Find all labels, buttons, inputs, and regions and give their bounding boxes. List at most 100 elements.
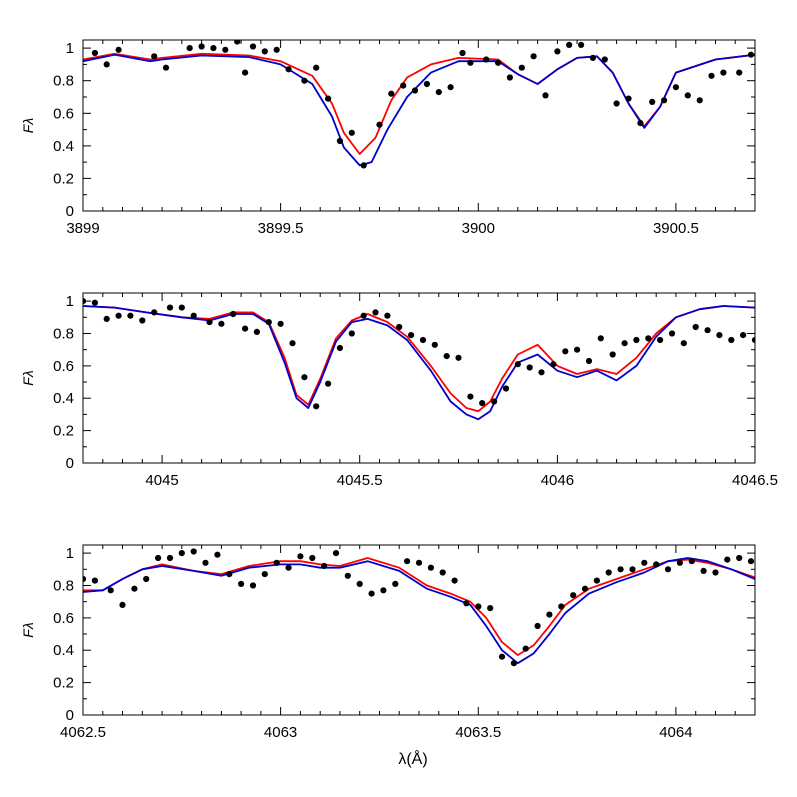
observed-point xyxy=(455,354,462,361)
x-tick-label: 3900 xyxy=(462,220,495,237)
observed-point xyxy=(589,54,597,62)
observed-point xyxy=(214,551,221,558)
observed-point xyxy=(151,53,158,60)
observed-point xyxy=(313,64,320,71)
plot-area xyxy=(83,40,755,169)
observed-point xyxy=(554,48,561,55)
observed-point xyxy=(242,69,249,76)
observed-point xyxy=(562,348,569,355)
observed-point xyxy=(230,310,237,318)
observed-point xyxy=(411,87,419,94)
x-tick-label: 4063 xyxy=(264,724,297,741)
observed-point xyxy=(609,351,616,358)
observed-point xyxy=(747,558,755,565)
observed-point xyxy=(439,569,446,576)
red-model-line xyxy=(83,557,755,656)
blue-model-line xyxy=(83,305,755,421)
x-tick-label: 3899 xyxy=(66,220,99,237)
observed-point xyxy=(688,558,695,565)
observed-point xyxy=(301,374,308,381)
y-axis-label: Fλ xyxy=(20,622,36,638)
observed-point xyxy=(534,622,541,630)
observed-point xyxy=(186,45,193,52)
y-tick-label: 0.6 xyxy=(53,358,74,375)
observed-point xyxy=(336,344,343,352)
observed-point xyxy=(736,554,743,562)
y-tick-label: 0.2 xyxy=(53,423,74,440)
observed-point xyxy=(91,577,98,584)
observed-point xyxy=(332,550,340,557)
observed-point xyxy=(226,571,233,578)
observed-point xyxy=(498,653,506,660)
observed-point xyxy=(664,566,672,573)
observed-point xyxy=(645,335,652,342)
observed-point xyxy=(162,64,170,71)
observed-point xyxy=(641,559,648,566)
x-tick-label: 3900.5 xyxy=(653,220,699,237)
observed-point xyxy=(360,312,367,319)
observed-point xyxy=(202,559,209,566)
observed-point xyxy=(415,559,423,566)
y-tick-label: 0.6 xyxy=(53,105,74,122)
x-tick-label: 4062.5 xyxy=(60,724,106,741)
x-tick-label: 3899.5 xyxy=(258,220,304,237)
observed-point xyxy=(680,340,687,347)
axes-frame xyxy=(82,39,756,212)
observed-point xyxy=(285,564,292,571)
observed-point xyxy=(692,323,699,331)
observed-point xyxy=(672,84,680,91)
y-axis-label: Fλ xyxy=(20,370,36,386)
axes-frame xyxy=(82,544,756,716)
panel-3: 4062.5 4063 4063.5 4064 0 0.2 0.4 0.6 0.8 1 Fλ xyxy=(20,544,756,741)
observed-point xyxy=(728,336,735,344)
axes-frame xyxy=(82,292,756,464)
x-tick-label: 4063.5 xyxy=(455,724,501,741)
x-tick-label: 4045 xyxy=(145,472,178,489)
observed-point xyxy=(91,299,98,306)
observed-point xyxy=(431,341,438,348)
observed-point xyxy=(696,97,703,104)
observed-point xyxy=(550,361,557,368)
observed-point xyxy=(558,603,565,610)
observed-point xyxy=(483,56,490,63)
panel-2: 4045 4045.5 4046 4046.5 0 0.2 0.4 0.6 0.8 1 Fλ xyxy=(20,292,778,489)
observed-point xyxy=(621,340,628,347)
observed-point xyxy=(495,59,502,66)
observed-point xyxy=(625,95,632,102)
observed-point xyxy=(107,587,114,594)
observed-point xyxy=(166,554,174,562)
observed-point xyxy=(546,611,553,618)
observed-point xyxy=(119,601,126,609)
observed-point xyxy=(83,575,87,583)
observed-point xyxy=(514,361,521,368)
x-axis-label: λ(Å) xyxy=(398,749,427,768)
observed-point xyxy=(581,585,589,592)
observed-point xyxy=(459,49,466,57)
observed-point xyxy=(629,566,636,573)
observed-point xyxy=(238,580,245,588)
observed-point xyxy=(127,312,134,319)
observed-point xyxy=(657,336,664,344)
observed-point xyxy=(301,77,308,84)
observed-point xyxy=(443,353,450,360)
y-tick-label: 0 xyxy=(66,455,74,472)
observed-point xyxy=(423,80,430,88)
observed-point xyxy=(518,64,525,71)
observed-point xyxy=(348,129,355,136)
observed-point xyxy=(712,569,719,576)
x-tick-label: 4046.5 xyxy=(732,472,778,489)
y-axis-label: Fλ xyxy=(20,118,36,134)
observed-point xyxy=(427,564,434,571)
observed-point xyxy=(325,380,332,387)
observed-point xyxy=(538,369,545,376)
observed-point xyxy=(392,580,399,588)
observed-point xyxy=(419,336,427,344)
observed-point xyxy=(617,566,624,573)
observed-point xyxy=(585,357,593,365)
y-tick-label: 1 xyxy=(66,545,74,562)
observed-point xyxy=(356,580,363,588)
observed-point xyxy=(724,556,731,563)
y-tick-label: 0.4 xyxy=(53,642,74,659)
observed-point xyxy=(321,562,328,570)
